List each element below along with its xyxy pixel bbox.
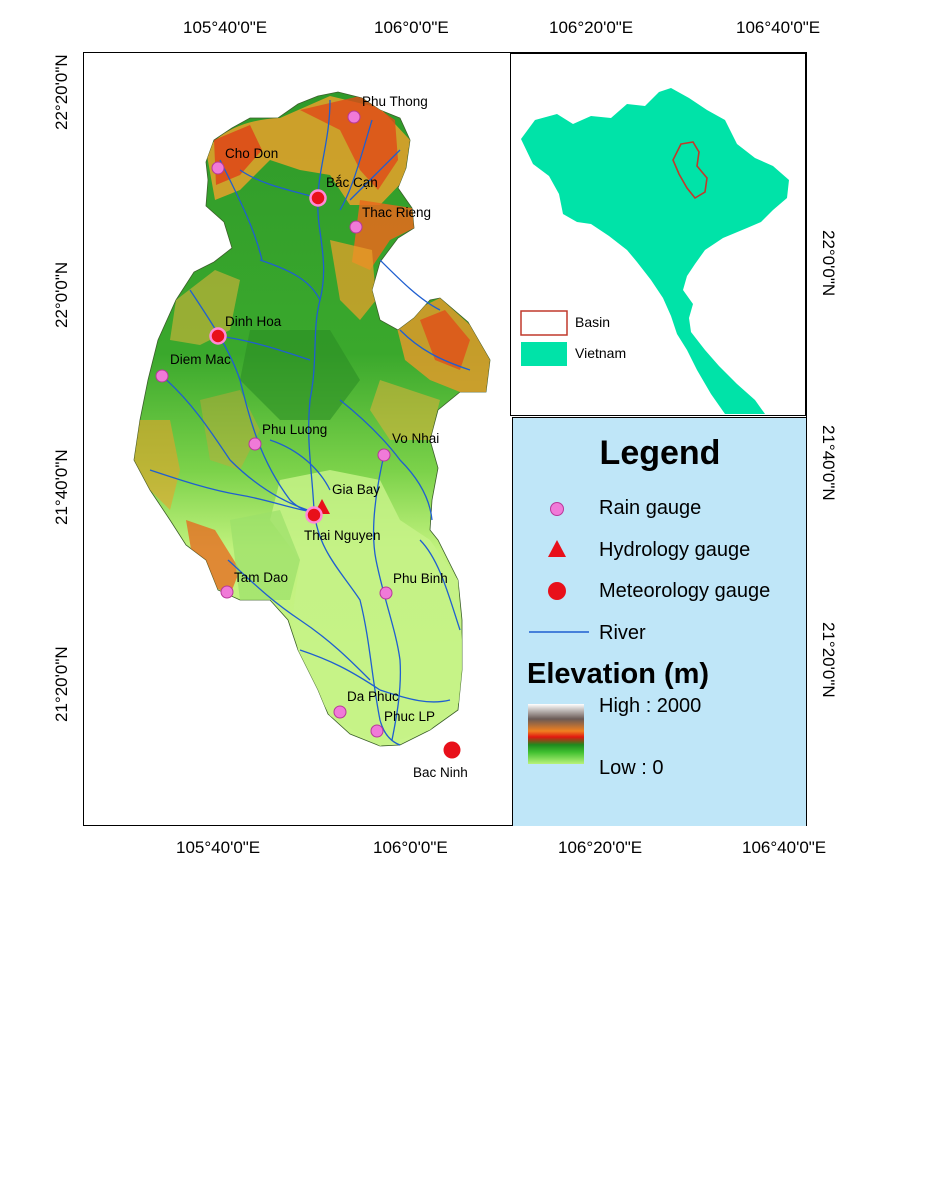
rain-gauge-diem-mac — [155, 369, 169, 383]
legend-hydrology-gauge: Hydrology gauge — [599, 539, 751, 561]
elevation-title: Elevation (m) — [527, 658, 710, 690]
legend-meteorology-gauge: Meteorology gauge — [599, 580, 771, 602]
meteorology-gauge-bac-can — [309, 189, 327, 207]
rain-gauge-tam-dao — [220, 585, 234, 599]
bottom-axis-label-1: 105°40'0"E — [176, 838, 261, 857]
label-phuc-lp: Phuc LP — [384, 709, 435, 724]
meteorology-gauge-symbol — [548, 582, 566, 600]
legend-symbols — [529, 502, 589, 633]
top-axis-label-4: 106°40'0"E — [736, 18, 821, 37]
rain-gauge-thac-rieng — [349, 220, 363, 234]
label-diem-mac: Diem Mac — [170, 352, 231, 367]
label-cho-don: Cho Don — [225, 146, 278, 161]
elevation-high-label: High : 2000 — [599, 695, 702, 717]
label-dinh-hoa: Dinh Hoa — [225, 314, 282, 329]
elevation-low-label: Low : 0 — [599, 757, 664, 779]
rain-gauge-phuc-lp — [370, 724, 384, 738]
station-markers — [155, 110, 461, 759]
label-gia-bay: Gia Bay — [332, 482, 380, 497]
legend-rain-gauge: Rain gauge — [599, 497, 702, 519]
label-thac-rieng: Thac Rieng — [362, 205, 431, 220]
vietnam-map — [520, 88, 789, 414]
rain-gauge-phu-binh — [379, 586, 393, 600]
rain-gauge-cho-don — [211, 161, 225, 175]
rain-gauge-phu-luong — [248, 437, 262, 451]
rain-gauge-da-phuc — [333, 705, 347, 719]
meteorology-gauge-bac-ninh — [443, 741, 461, 759]
top-axis-label-1: 105°40'0"E — [183, 18, 268, 37]
river-network — [149, 99, 471, 746]
label-phu-binh: Phu Binh — [393, 571, 448, 586]
label-vo-nhai: Vo Nhai — [392, 431, 439, 446]
legend-title: Legend — [599, 434, 721, 472]
label-da-phuc: Da Phuc — [347, 689, 399, 704]
label-bac-ninh: Bac Ninh — [413, 765, 468, 780]
top-axis-label-3: 106°20'0"E — [549, 18, 634, 37]
legend-river: River — [599, 622, 646, 644]
inset-vietnam-label: Vietnam — [575, 345, 627, 361]
label-phu-luong: Phu Luong — [262, 422, 327, 437]
legend-panel: Legend Rain gauge Hydrology gauge Meteor… — [512, 417, 806, 826]
station-labels: Phu Thong Cho Don Bắc Cạn Thac Rieng Din… — [170, 94, 468, 780]
rain-gauge-vo-nhai — [377, 448, 391, 462]
meteorology-gauge-dinh-hoa — [209, 327, 227, 345]
basin-legend-swatch — [520, 310, 568, 336]
rain-gauge-symbol — [550, 502, 564, 516]
basin-map: Phu Thong Cho Don Bắc Cạn Thac Rieng Din… — [133, 91, 491, 780]
label-phu-thong: Phu Thong — [362, 94, 428, 109]
hydrology-gauge-symbol — [548, 540, 566, 557]
elevation-color-ramp — [528, 704, 584, 764]
label-thai-nguyen: Thai Nguyen — [304, 528, 381, 543]
inset-basin-label: Basin — [575, 314, 611, 330]
inset-map: Basin Vietnam — [510, 53, 806, 416]
label-bac-can: Bắc Cạn — [326, 175, 378, 190]
bottom-axis-label-4: 106°40'0"E — [742, 838, 827, 857]
bottom-axis-label-2: 106°0'0"E — [373, 838, 448, 857]
rain-gauge-phu-thong — [347, 110, 361, 124]
bottom-axis-label-3: 106°20'0"E — [558, 838, 643, 857]
basin-outline — [672, 141, 708, 200]
meteorology-gauge-thai-nguyen — [305, 506, 323, 524]
vietnam-shape — [521, 88, 789, 414]
label-tam-dao: Tam Dao — [234, 570, 288, 585]
vietnam-legend-swatch — [521, 342, 567, 366]
top-axis-label-2: 106°0'0"E — [374, 18, 449, 37]
